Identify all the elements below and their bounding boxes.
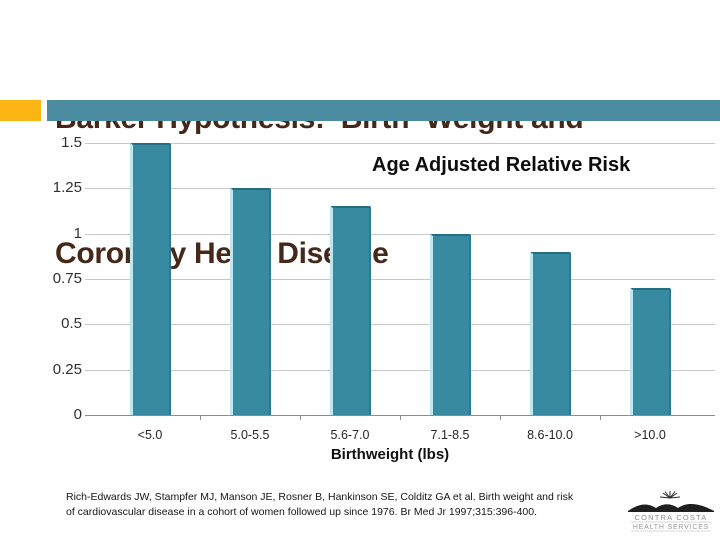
logo-text-line1: CONTRA COSTA [634, 513, 707, 522]
logo-text-line2: HEALTH SERVICES [633, 524, 709, 531]
mountains-icon [628, 504, 714, 512]
bar-5.6-7.0 [329, 206, 371, 415]
gridline [85, 279, 715, 280]
x-axis-tick [600, 415, 601, 420]
gridline [85, 188, 715, 190]
x-axis-title: Birthweight (lbs) [330, 446, 450, 463]
gridline [85, 143, 715, 144]
accent-yellow-block [0, 100, 41, 121]
y-axis-label: 0.5 [61, 315, 82, 333]
x-axis-tick [500, 415, 501, 420]
gridline [85, 233, 715, 235]
y-axis-label: 0 [73, 406, 82, 423]
bar-chart: Age Adjusted Relative Risk Birthweight (… [0, 130, 720, 480]
y-axis-label: 1.25 [52, 179, 82, 197]
x-axis-label: >10.0 [634, 428, 666, 442]
citation: Rich-Edwards JW, Stampfer MJ, Manson JE,… [66, 490, 573, 520]
gridline [85, 369, 715, 371]
sunburst-icon [659, 491, 681, 499]
citation-line1: Rich-Edwards JW, Stampfer MJ, Manson JE,… [66, 491, 574, 503]
bar-8.6-10.0 [529, 251, 571, 415]
bar-5.0-5.5 [229, 188, 271, 415]
bar-7.1-8.5 [429, 233, 471, 415]
y-axis-label: 1.5 [61, 134, 82, 151]
y-axis-label: 1 [73, 224, 82, 242]
x-axis-label: 8.6-10.0 [527, 428, 573, 442]
x-axis-label: <5.0 [137, 428, 163, 442]
y-axis-label: 0.25 [52, 360, 82, 378]
x-axis-tick [200, 415, 201, 420]
bar->10.0 [629, 288, 671, 415]
citation-line2: of cardiovascular disease in a cohort of… [66, 506, 538, 518]
accent-teal-bar [47, 100, 720, 121]
x-axis-tick [400, 415, 401, 420]
x-axis-label: 7.1-8.5 [430, 428, 470, 442]
gridline [85, 324, 715, 326]
chart-title: Age Adjusted Relative Risk [372, 154, 631, 176]
bar-<5.0 [129, 143, 171, 415]
y-axis-label: 0.75 [52, 270, 82, 287]
x-axis-label: 5.6-7.0 [330, 428, 370, 442]
x-axis-label: 5.0-5.5 [230, 428, 270, 442]
x-axis-tick [300, 415, 301, 420]
contra-costa-logo: CONTRA COSTA HEALTH SERVICES [628, 491, 714, 532]
